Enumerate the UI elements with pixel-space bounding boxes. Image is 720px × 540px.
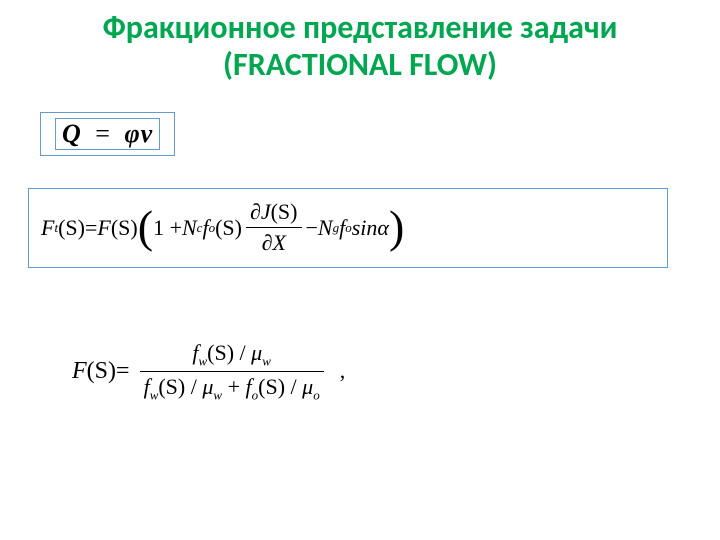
- eq3-den-slash1: /: [191, 374, 203, 399]
- eq3-comma: ,: [340, 358, 346, 384]
- title-line-1: Фракционное представление задачи: [20, 10, 700, 45]
- eq2-lhs-arg: (S): [58, 215, 85, 241]
- eq3-bar: [140, 371, 324, 372]
- eq2-fraction: ∂J(S) ∂X: [246, 199, 302, 257]
- eq2-Ng: N: [318, 215, 333, 241]
- equation-1: Q = φv: [55, 118, 160, 150]
- eq3-den: fw(S) / μw + fo(S) / μo: [140, 374, 324, 403]
- eq3-den-muo: μ: [302, 374, 313, 399]
- eq2-minus: −: [306, 215, 318, 241]
- eq3-plus: +: [228, 374, 246, 399]
- eq2-one-plus: 1 +: [153, 215, 182, 241]
- eq2-F-rhs: F: [97, 215, 110, 241]
- eq3-den-muw: μ: [202, 374, 213, 399]
- eq3-num-mu: μ: [251, 340, 262, 365]
- eq3-eq: =: [116, 358, 130, 385]
- eq3-den-slash2: /: [291, 374, 303, 399]
- eq3-fraction: fw(S) / μw fw(S) / μw + fo(S) / μo: [140, 340, 324, 403]
- eq2-dJ-arg: (S): [271, 199, 298, 224]
- eq2-frac-num: ∂J(S): [246, 199, 302, 225]
- eq3-num-fw-arg: (S): [207, 340, 234, 365]
- equation-3: F(S) = fw(S) / μw fw(S) / μw + fo(S) / μ…: [72, 340, 345, 403]
- eq2-frac-bar: [246, 227, 302, 228]
- eq2-eq: =: [85, 215, 97, 241]
- eq3-num-fw-sub: w: [198, 353, 207, 368]
- eq1-rhs: φv: [124, 119, 153, 148]
- eq3-den-fo-arg: (S): [258, 374, 285, 399]
- eq2-sin: sin: [352, 215, 378, 241]
- eq3-F: F: [72, 358, 87, 385]
- eq2-close-paren: ): [389, 209, 404, 246]
- eq3-den-muo-sub: o: [313, 387, 320, 402]
- eq2-Nc: N: [182, 215, 197, 241]
- eq2-frac-den: ∂X: [258, 230, 290, 256]
- eq3-F-arg: (S): [87, 358, 116, 385]
- eq2-open-paren: (: [138, 209, 153, 246]
- eq2-rhs-arg: (S): [111, 215, 138, 241]
- eq2-F-lhs: F: [41, 215, 54, 241]
- eq3-num: fw(S) / μw: [188, 340, 275, 369]
- title-line-2: (FRACTIONAL FLOW): [20, 47, 700, 82]
- eq3-den-muw-sub: w: [213, 387, 222, 402]
- eq3-den-fw-arg: (S): [158, 374, 185, 399]
- eq2-alpha: α: [377, 215, 389, 241]
- eq2-dX: ∂X: [262, 230, 286, 255]
- eq2-fo-arg: (S): [215, 215, 242, 241]
- eq3-num-slash: /: [240, 340, 252, 365]
- eq1-eq: =: [89, 119, 117, 148]
- eq3-num-mu-sub: w: [262, 353, 271, 368]
- eq2-dJ: ∂J: [250, 199, 271, 224]
- equation-2-box: Ft(S) = F(S) ( 1 + Nc fo(S) ∂J(S) ∂X − N…: [28, 188, 668, 268]
- eq1-lhs: Q: [62, 119, 82, 148]
- slide-title: Фракционное представление задачи (FRACTI…: [0, 0, 720, 82]
- equation-2: Ft(S) = F(S) ( 1 + Nc fo(S) ∂J(S) ∂X − N…: [41, 199, 655, 257]
- equation-1-box: Q = φv: [40, 112, 175, 156]
